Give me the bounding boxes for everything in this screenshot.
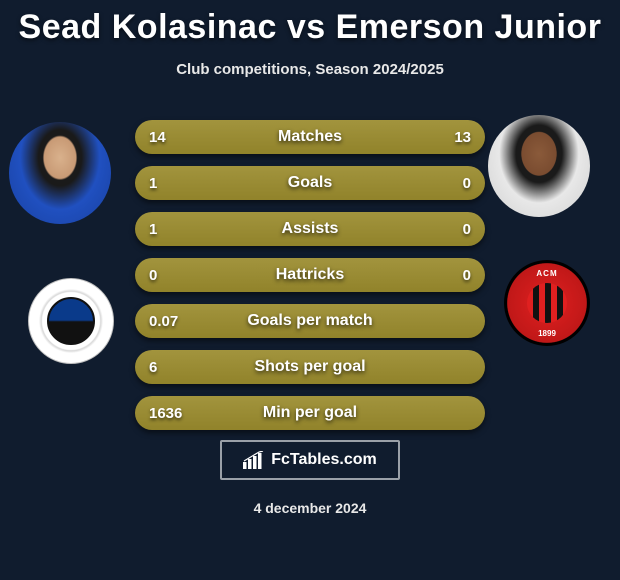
- atalanta-crest-icon: [47, 297, 95, 345]
- player-right-photo-placeholder: [488, 115, 590, 217]
- player-right-avatar: [488, 115, 590, 217]
- stat-right-value: 0: [463, 221, 471, 238]
- brand-box: FcTables.com: [220, 440, 400, 480]
- stat-row-goals-per-match: 0.07 Goals per match: [135, 304, 485, 338]
- stat-right-value: 0: [463, 267, 471, 284]
- stat-label: Min per goal: [135, 404, 485, 422]
- stat-label: Hattricks: [135, 266, 485, 284]
- stats-panel: 14 Matches 13 1 Goals 0 1 Assists 0 0 Ha…: [135, 120, 485, 442]
- stat-row-assists: 1 Assists 0: [135, 212, 485, 246]
- stat-label: Goals: [135, 174, 485, 192]
- player-left-photo-placeholder: [9, 122, 111, 224]
- club-right-abbr: ACM: [504, 269, 590, 278]
- stat-label: Shots per goal: [135, 358, 485, 376]
- club-right-badge: ACM 1899: [504, 260, 590, 346]
- stat-label: Matches: [135, 128, 485, 146]
- page-subtitle: Club competitions, Season 2024/2025: [0, 61, 620, 78]
- stat-row-matches: 14 Matches 13: [135, 120, 485, 154]
- chart-icon: [243, 451, 265, 469]
- acmilan-crest-icon: [527, 283, 567, 323]
- stat-row-goals: 1 Goals 0: [135, 166, 485, 200]
- club-left-badge: [28, 278, 114, 364]
- stat-label: Assists: [135, 220, 485, 238]
- footer-date: 4 december 2024: [0, 500, 620, 516]
- player-left-avatar: [9, 122, 111, 224]
- stat-right-value: 0: [463, 175, 471, 192]
- club-right-year: 1899: [504, 329, 590, 338]
- stat-right-value: 13: [454, 129, 471, 146]
- stat-row-min-per-goal: 1636 Min per goal: [135, 396, 485, 430]
- stat-row-hattricks: 0 Hattricks 0: [135, 258, 485, 292]
- stat-row-shots-per-goal: 6 Shots per goal: [135, 350, 485, 384]
- stat-label: Goals per match: [135, 312, 485, 330]
- page-title: Sead Kolasinac vs Emerson Junior: [0, 0, 620, 47]
- brand-name: FcTables.com: [271, 451, 377, 469]
